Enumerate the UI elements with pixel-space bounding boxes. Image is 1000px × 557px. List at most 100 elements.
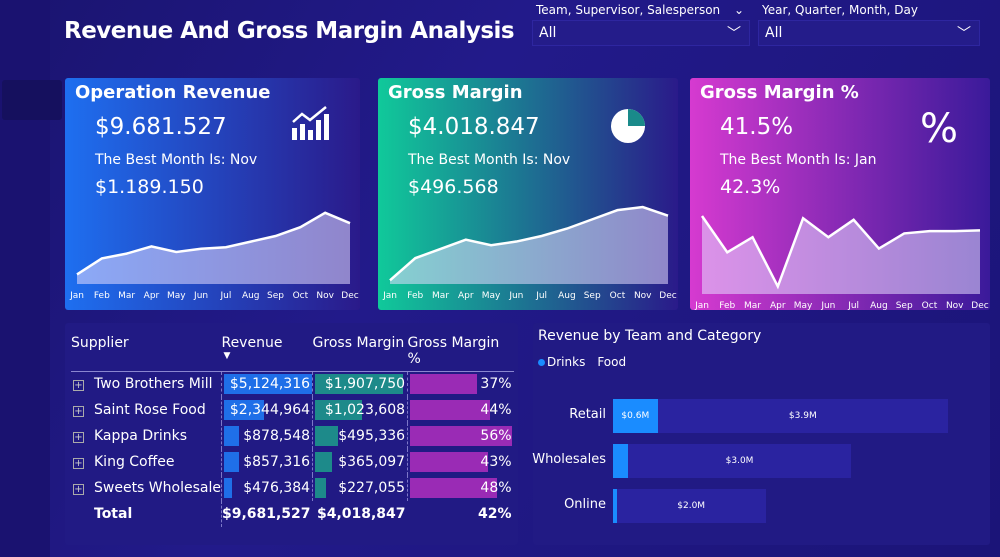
data-label: $2.0M: [677, 501, 706, 511]
month-tick: Nov: [946, 301, 964, 310]
legend: Drinks Food: [538, 355, 626, 369]
month-tick: Sep: [896, 301, 913, 310]
gm-pct-bar: [410, 452, 489, 472]
legend-label: Drinks: [547, 355, 586, 369]
bar-drinks[interactable]: [613, 489, 617, 523]
table-row[interactable]: + Saint Rose Food $2,344,964 $1,023,608 4…: [71, 397, 514, 423]
slicer-label: Year, Quarter, Month, Day: [762, 3, 918, 17]
slicer-date[interactable]: Year, Quarter, Month, Day All ﹀: [758, 0, 980, 46]
data-label: $3.9M: [788, 411, 817, 421]
card-value: 41.5%: [720, 114, 794, 140]
table-row[interactable]: + Sweets Wholesale $476,384 $227,055 48%: [71, 475, 514, 501]
header-supplier[interactable]: Supplier: [71, 331, 222, 372]
sparkline-line: [700, 215, 981, 290]
page-title: Revenue And Gross Margin Analysis: [64, 18, 515, 44]
month-tick: Apr: [144, 291, 160, 301]
month-tick: Jun: [508, 291, 523, 301]
month-tick: Jul: [535, 291, 547, 301]
total-label: Total: [94, 506, 133, 522]
category-label: Online: [564, 497, 606, 512]
chevron-down-icon[interactable]: ⌄: [733, 3, 744, 17]
header-revenue[interactable]: Revenue ▼: [221, 331, 313, 372]
month-tick: Jun: [193, 291, 208, 301]
month-tick: Feb: [407, 291, 423, 301]
expand-icon[interactable]: +: [73, 458, 84, 469]
gm-value: $365,097: [338, 454, 406, 470]
data-label: $0.6M: [621, 411, 650, 421]
supplier-table: Supplier Revenue ▼ Gross Margin Gross Mar…: [71, 331, 514, 527]
month-tick: Mar: [118, 291, 135, 301]
month-tick: Nov: [634, 291, 652, 301]
revenue-value: $5,124,316: [229, 376, 311, 393]
month-tick: Mar: [432, 291, 449, 301]
expand-icon[interactable]: +: [73, 484, 84, 495]
month-tick: Oct: [610, 291, 626, 301]
gm-pct-bar: [410, 426, 513, 446]
expand-icon[interactable]: +: [73, 406, 84, 417]
expand-icon[interactable]: +: [73, 432, 84, 443]
slicer-dropdown[interactable]: All ﹀: [758, 20, 980, 46]
slicer-dropdown[interactable]: All ﹀: [532, 20, 750, 46]
gm-value: $1,907,750: [324, 376, 406, 393]
supplier-table-panel: Supplier Revenue ▼ Gross Margin Gross Mar…: [65, 323, 518, 545]
revenue-bar: [223, 400, 265, 420]
month-tick: May: [167, 291, 186, 301]
month-tick: Aug: [558, 291, 576, 301]
gm-pct-value: 37%: [480, 376, 512, 393]
supplier-name: Two Brothers Mill: [94, 376, 213, 393]
month-tick: Sep: [584, 291, 601, 301]
kpi-card: Jan Feb Mar Apr May Jun Jul Aug Sep Oct Nov Dec Ope…: [65, 78, 360, 310]
gm-value: $227,055: [338, 480, 406, 496]
header-gross-margin[interactable]: Gross Margin: [312, 331, 408, 372]
revenue-bar: [223, 452, 239, 472]
month-tick: May: [794, 301, 813, 310]
expand-icon[interactable]: +: [73, 380, 84, 392]
revenue-bar: [223, 478, 233, 498]
legend-food[interactable]: Food: [597, 355, 627, 369]
card-value: $4.018.847: [408, 114, 540, 140]
sparkline: Jan Feb Mar Apr May Jun Jul Aug Sep Oct Nov Dec: [694, 215, 989, 310]
legend-drinks[interactable]: Drinks: [538, 355, 585, 369]
header-gross-margin-pct[interactable]: Gross Margin %: [407, 331, 514, 372]
table-row[interactable]: + Two Brothers Mill $5,124,316 $1,907,750…: [71, 371, 514, 397]
bar-food[interactable]: $3.9M: [657, 399, 948, 433]
legend-dot-icon: [538, 359, 545, 366]
month-tick: Nov: [316, 291, 334, 301]
month-tick: Dec: [659, 291, 676, 301]
best-month-label: The Best Month Is: Nov: [408, 152, 571, 168]
header-label: Revenue: [221, 335, 283, 351]
best-month-label: The Best Month Is: Jan: [720, 152, 877, 168]
bar-drinks[interactable]: $0.6M: [613, 399, 658, 433]
revenue-value: $878,548: [243, 428, 311, 444]
month-tick: Dec: [341, 291, 358, 301]
month-tick: Aug: [242, 291, 260, 301]
gm-bar: [315, 452, 332, 472]
bar-drinks[interactable]: [613, 444, 628, 478]
month-tick: Feb: [719, 301, 735, 310]
best-month-label: The Best Month Is: Nov: [95, 152, 258, 168]
bar-food[interactable]: $2.0M: [616, 489, 766, 523]
percent-icon: %: [920, 106, 959, 152]
revenue-value: $476,384: [243, 480, 311, 496]
table-row[interactable]: + Kappa Drinks $878,548 $495,336 56%: [71, 423, 514, 449]
bar-food[interactable]: $3.0M: [627, 444, 852, 478]
gm-pct-bar: [410, 374, 478, 395]
month-tick: Jun: [820, 301, 835, 310]
total-row: Total $9,681,527 $4,018,847 42%: [71, 501, 514, 527]
month-tick: Jan: [69, 291, 84, 301]
category-label: Retail: [569, 407, 606, 422]
kpi-card: Jan Feb Mar Apr May Jun Jul Aug Sep Oct Nov Dec Gro…: [690, 78, 990, 310]
table-row[interactable]: + King Coffee $857,316 $365,097 43%: [71, 449, 514, 475]
gm-bar: [315, 478, 326, 498]
gm-pct-value: 43%: [480, 454, 512, 470]
revenue-bar: [223, 374, 312, 395]
gm-pct-value: 48%: [480, 480, 512, 496]
nav-tab[interactable]: [2, 80, 62, 120]
month-tick: Feb: [94, 291, 110, 301]
month-tick: Mar: [744, 301, 761, 310]
gm-bar: [315, 374, 404, 395]
total-gm: $4,018,847: [316, 506, 406, 522]
month-tick: May: [482, 291, 501, 301]
slicer-team[interactable]: Team, Supervisor, Salesperson ⌄ All ﹀: [532, 0, 750, 46]
gm-pct-bar: [410, 400, 491, 420]
